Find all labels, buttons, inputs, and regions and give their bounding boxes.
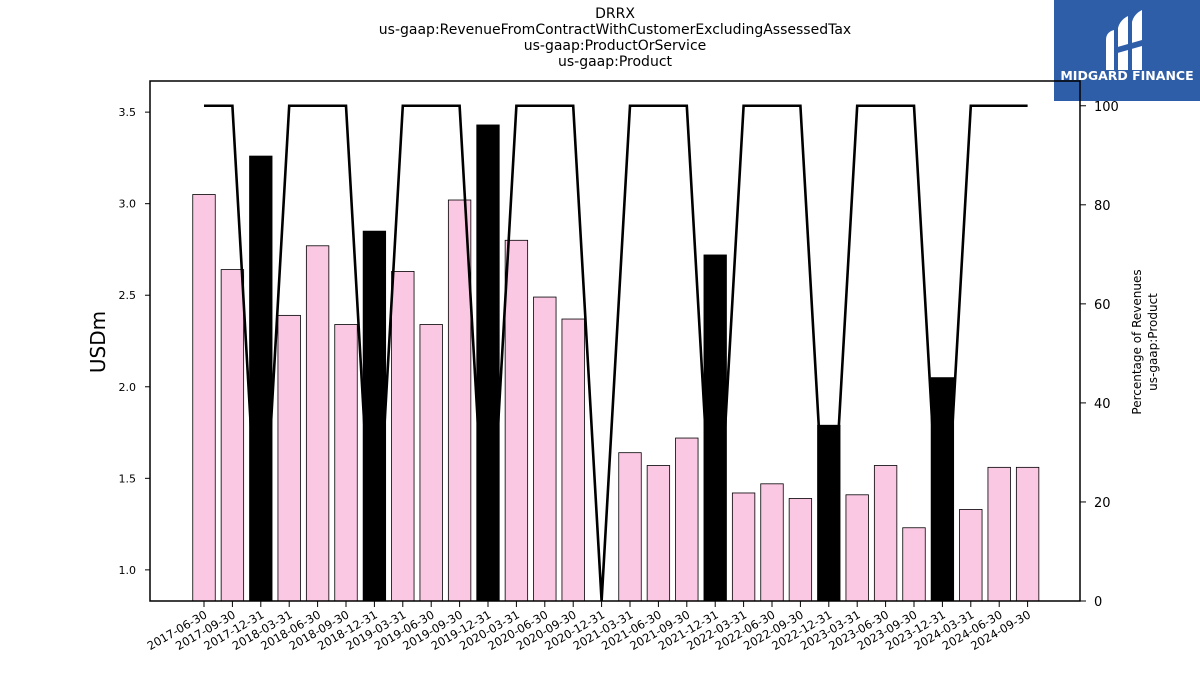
bar-2017-12-31 (249, 155, 273, 602)
bar-2022-06-30 (760, 483, 784, 602)
bar-2017-06-30 (192, 194, 216, 602)
bar-2024-09-30 (1015, 466, 1040, 602)
y-tick-label: 1.5 (119, 472, 137, 485)
y-tick-label: 2.0 (119, 381, 137, 394)
y-tick-label: 2.5 (119, 289, 137, 302)
bar-2021-12-31 (703, 254, 727, 602)
plot-frame (149, 80, 1081, 602)
bar-2024-03-31 (959, 509, 983, 602)
percentage-line (204, 104, 1028, 602)
y2-axis-label-line2: us-gaap:Product (1146, 293, 1160, 391)
bar-2019-12-31 (476, 124, 500, 602)
bar-2018-06-30 (305, 245, 330, 602)
title-ticker: DRRX (595, 6, 635, 22)
bar-2020-09-30 (561, 318, 585, 602)
bar-2021-06-30 (646, 465, 671, 602)
chart-title: DRRX us-gaap:RevenueFromContractWithCust… (0, 6, 1200, 70)
bar-2021-03-31 (618, 452, 642, 602)
bar-2023-06-30 (873, 465, 898, 602)
y2-tick-label: 0 (1094, 595, 1102, 610)
bar-2023-03-31 (845, 494, 869, 602)
y2-tick-label: 40 (1094, 397, 1111, 412)
bar-2019-06-30 (419, 324, 443, 602)
title-concept: us-gaap:RevenueFromContractWithCustomerE… (378, 22, 852, 38)
bar-2022-03-31 (731, 492, 756, 602)
bar-2017-09-30 (220, 269, 245, 602)
title-member: us-gaap:Product (557, 54, 673, 70)
y2-axis-label-line1: Percentage of Revenues (1130, 269, 1144, 414)
y-tick-label: 1.0 (119, 564, 137, 577)
bar-2020-03-31 (504, 239, 529, 602)
y2-tick-label: 60 (1094, 298, 1111, 313)
y-axis-right: 0 20 40 60 80 100 (1080, 100, 1119, 610)
logo-text: MIDGARD FINANCE (1060, 68, 1194, 83)
y-axis-label: USDm (86, 311, 110, 373)
y2-tick-label: 20 (1094, 496, 1111, 511)
y-tick-label: 3.5 (119, 106, 137, 119)
midgard-logo-icon (1106, 10, 1142, 70)
y-tick-label: 3.0 (119, 198, 137, 211)
bar-2023-12-31 (930, 377, 955, 602)
bar-2020-06-30 (533, 296, 557, 602)
bar-2019-03-31 (391, 271, 415, 602)
bar-2024-06-30 (987, 466, 1011, 602)
y2-tick-label: 100 (1094, 100, 1119, 115)
y2-tick-label: 80 (1094, 199, 1111, 214)
y-axis-left: 1.0 1.5 2.0 2.5 3.0 3.5 (119, 106, 150, 577)
bar-2023-09-30 (902, 527, 926, 602)
bar-2021-09-30 (675, 437, 699, 602)
title-axis: us-gaap:ProductOrService (523, 38, 707, 54)
bar-2018-12-31 (362, 230, 387, 602)
bar-2018-03-31 (277, 314, 301, 602)
bar-2018-09-30 (334, 324, 358, 602)
bar-2022-09-30 (788, 498, 813, 602)
x-axis: 2017-06-302017-09-302017-12-312018-03-31… (145, 601, 1033, 653)
midgard-finance-logo: MIDGARD FINANCE (1054, 0, 1200, 101)
